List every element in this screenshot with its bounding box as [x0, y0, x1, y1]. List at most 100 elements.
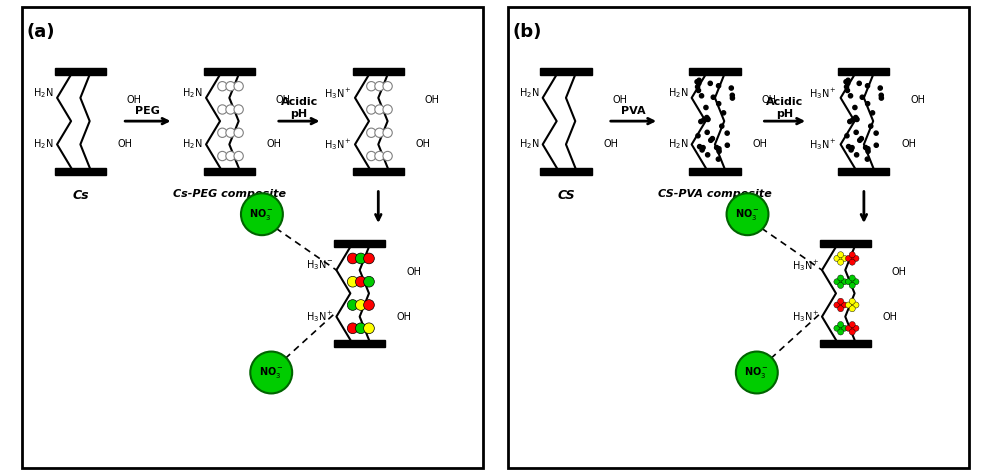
Circle shape	[866, 147, 870, 151]
Circle shape	[846, 256, 852, 261]
Bar	[820, 340, 871, 347]
Circle shape	[234, 128, 243, 137]
Circle shape	[854, 117, 858, 121]
Text: OH: OH	[910, 95, 925, 105]
Circle shape	[838, 275, 844, 281]
Bar	[55, 67, 106, 75]
Circle shape	[727, 193, 768, 235]
Circle shape	[218, 128, 227, 137]
Text: H$_3$N$^+$: H$_3$N$^+$	[809, 137, 837, 152]
Text: PEG: PEG	[135, 106, 160, 116]
Circle shape	[703, 105, 708, 110]
Circle shape	[730, 96, 735, 100]
Text: H$_2$N: H$_2$N	[182, 86, 202, 100]
Text: H$_2$N: H$_2$N	[519, 137, 540, 152]
Circle shape	[847, 144, 851, 149]
Text: H$_2$N: H$_2$N	[182, 137, 202, 152]
Text: OH: OH	[276, 95, 291, 105]
Bar	[541, 168, 592, 175]
Circle shape	[705, 153, 709, 157]
Text: OH: OH	[267, 139, 282, 150]
Circle shape	[695, 80, 699, 84]
Bar	[204, 67, 255, 75]
Circle shape	[838, 252, 844, 258]
Circle shape	[850, 252, 855, 258]
Circle shape	[846, 302, 852, 308]
Circle shape	[716, 102, 721, 106]
Circle shape	[874, 131, 878, 135]
Bar	[335, 340, 386, 347]
Circle shape	[854, 130, 858, 134]
Circle shape	[218, 105, 227, 114]
Circle shape	[700, 148, 704, 152]
Circle shape	[701, 145, 705, 150]
Text: OH: OH	[397, 312, 412, 322]
Circle shape	[838, 298, 844, 304]
Circle shape	[226, 152, 235, 161]
Bar	[204, 168, 255, 175]
Text: (a): (a)	[26, 23, 55, 41]
Circle shape	[846, 88, 850, 93]
Circle shape	[850, 302, 855, 308]
Circle shape	[845, 133, 849, 138]
Circle shape	[725, 131, 729, 135]
Circle shape	[355, 300, 366, 310]
Circle shape	[698, 119, 703, 124]
Circle shape	[838, 329, 844, 335]
Text: NO$_3^-$: NO$_3^-$	[259, 365, 284, 380]
Circle shape	[725, 143, 730, 147]
Circle shape	[697, 81, 700, 86]
Circle shape	[234, 152, 243, 161]
Circle shape	[866, 149, 870, 153]
Text: H$_2$N: H$_2$N	[668, 137, 688, 152]
Circle shape	[375, 128, 385, 137]
Circle shape	[879, 93, 883, 97]
Circle shape	[234, 105, 243, 114]
Circle shape	[844, 80, 849, 84]
Circle shape	[705, 117, 709, 121]
Circle shape	[842, 256, 848, 261]
Circle shape	[720, 124, 724, 128]
Circle shape	[845, 85, 849, 89]
Circle shape	[729, 86, 734, 90]
Circle shape	[868, 124, 873, 128]
Circle shape	[865, 102, 870, 106]
Bar	[839, 67, 890, 75]
Text: (b): (b)	[512, 23, 542, 41]
Circle shape	[849, 148, 853, 152]
Text: OH: OH	[127, 95, 142, 105]
Circle shape	[708, 138, 713, 142]
Circle shape	[838, 259, 844, 265]
Circle shape	[347, 323, 358, 333]
Circle shape	[842, 302, 848, 308]
Circle shape	[717, 149, 721, 153]
Text: OH: OH	[425, 95, 439, 105]
Circle shape	[874, 143, 878, 147]
Circle shape	[854, 153, 858, 157]
Circle shape	[367, 82, 376, 91]
Bar	[541, 67, 592, 75]
Text: H$_3$N$^+$: H$_3$N$^+$	[809, 86, 837, 101]
Circle shape	[850, 256, 855, 261]
Circle shape	[846, 279, 852, 285]
Circle shape	[234, 82, 243, 91]
Bar	[820, 240, 871, 247]
Bar	[353, 67, 404, 75]
Text: OH: OH	[416, 139, 431, 150]
Circle shape	[846, 325, 852, 331]
Circle shape	[696, 85, 699, 89]
Text: H$_2$N: H$_2$N	[33, 86, 54, 100]
Circle shape	[218, 82, 227, 91]
Text: PVA: PVA	[621, 106, 645, 116]
Circle shape	[697, 88, 700, 93]
Circle shape	[879, 96, 884, 100]
Circle shape	[355, 276, 366, 287]
Circle shape	[849, 94, 852, 98]
Circle shape	[710, 136, 714, 141]
Text: Acidic
pH: Acidic pH	[281, 97, 318, 119]
Circle shape	[697, 144, 701, 149]
Circle shape	[850, 283, 855, 288]
Circle shape	[347, 253, 358, 264]
Circle shape	[364, 300, 375, 310]
Circle shape	[834, 256, 840, 261]
